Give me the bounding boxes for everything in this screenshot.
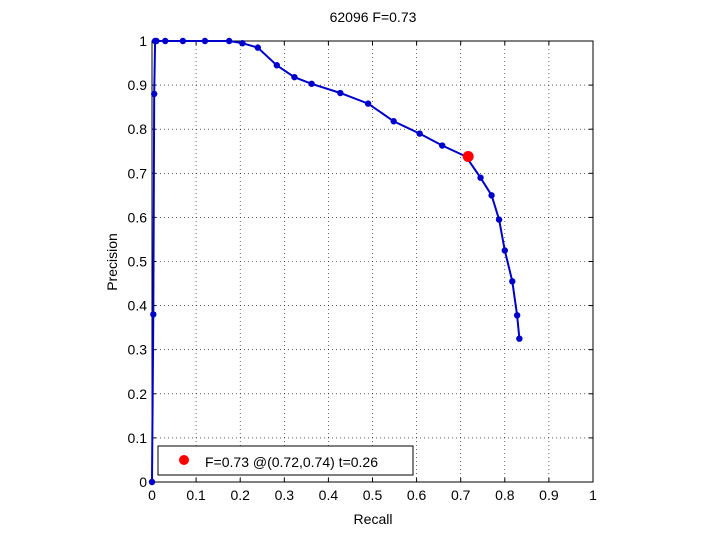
data-point	[291, 73, 298, 81]
data-point	[239, 40, 246, 47]
legend: F=0.73 @(0.72,0.74) t=0.26	[157, 445, 414, 476]
x-tick-label: 0.2	[230, 487, 250, 503]
data-point	[501, 247, 508, 254]
data-point	[477, 174, 484, 181]
x-tick-label: 0	[148, 487, 156, 503]
data-point	[254, 44, 262, 51]
data-point	[225, 37, 233, 45]
data-point	[509, 278, 516, 285]
data-point	[153, 37, 160, 45]
ticks: 0 0.1 0.2 0.3 0.4 0.5 0.6 0.7 0.8 0.9 1 0 0.1 0.2 0.3 0…	[128, 33, 598, 503]
chart-title: 62096 F=0.73	[330, 9, 417, 25]
legend-label: F=0.73 @(0.72,0.74) t=0.26	[205, 454, 378, 470]
y-tick-label: 1	[139, 33, 147, 49]
data-point	[201, 37, 209, 45]
legend-marker	[179, 455, 189, 465]
y-axis-label: Precision	[104, 233, 120, 291]
x-tick-label: 0.8	[495, 487, 515, 503]
data-point	[308, 80, 315, 87]
best-f-point	[462, 151, 474, 163]
y-tick-label: 0.4	[128, 298, 148, 314]
data-point	[495, 216, 503, 223]
data-point	[150, 311, 157, 318]
data-point	[488, 192, 495, 199]
x-tick-label: 0.1	[186, 487, 206, 503]
data-point	[179, 37, 187, 45]
data-point	[516, 335, 523, 342]
x-tick-label: 0.4	[319, 487, 339, 503]
y-tick-label: 0.3	[128, 342, 148, 358]
data-point	[390, 118, 397, 125]
highlight-layer	[462, 151, 474, 163]
grid	[152, 41, 593, 482]
data-point	[162, 37, 169, 45]
y-tick-label: 0	[139, 474, 147, 490]
y-tick-label: 0.7	[128, 165, 148, 181]
x-tick-label: 0.9	[539, 487, 559, 503]
x-tick-label: 0.7	[451, 487, 471, 503]
data-point	[364, 100, 372, 107]
data-point	[151, 90, 158, 98]
y-tick-label: 0.9	[128, 77, 148, 93]
data-point	[273, 62, 281, 69]
data-point	[438, 142, 446, 149]
y-tick-label: 0.8	[128, 121, 148, 137]
x-tick-label: 0.3	[275, 487, 295, 503]
x-axis-label: Recall	[354, 511, 393, 527]
y-tick-label: 0.2	[128, 386, 148, 402]
y-tick-label: 0.6	[128, 209, 148, 225]
y-tick-label: 0.5	[128, 254, 148, 270]
x-tick-label: 0.5	[363, 487, 383, 503]
data-point	[337, 89, 344, 97]
data-point	[148, 478, 156, 486]
data-point	[513, 312, 521, 319]
data-point	[416, 130, 423, 137]
x-tick-label: 1	[589, 487, 597, 503]
y-tick-label: 0.1	[128, 430, 148, 446]
legend-box	[157, 445, 414, 476]
x-tick-label: 0.6	[407, 487, 427, 503]
